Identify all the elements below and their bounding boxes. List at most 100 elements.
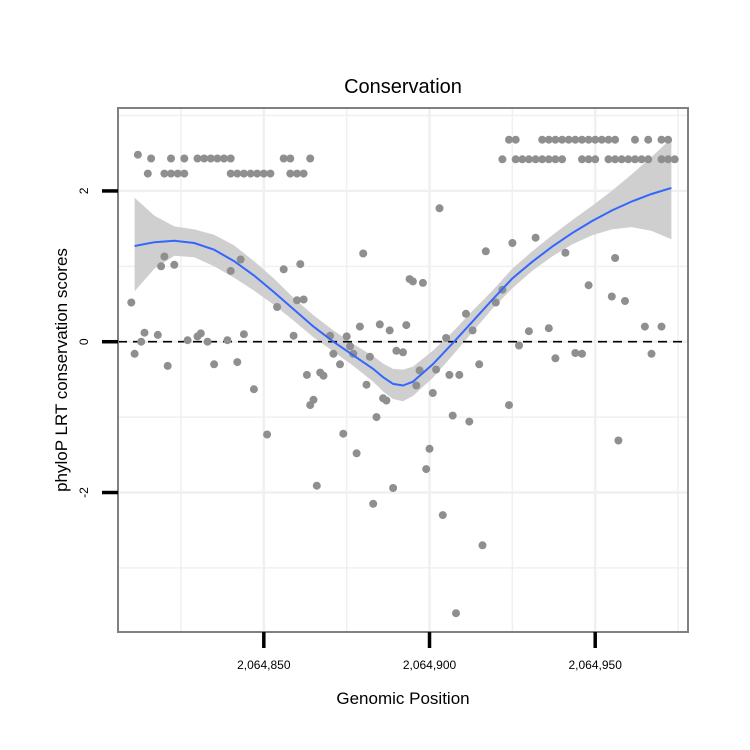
data-point xyxy=(279,265,288,274)
data-point xyxy=(465,417,474,426)
data-point xyxy=(296,260,305,269)
data-point xyxy=(389,484,398,492)
data-point xyxy=(183,336,192,345)
data-point xyxy=(611,254,620,262)
data-point xyxy=(266,169,275,178)
data-point xyxy=(147,154,156,163)
data-point xyxy=(355,322,364,331)
data-point xyxy=(604,155,613,164)
data-point xyxy=(133,150,142,159)
data-point xyxy=(382,396,391,405)
data-point xyxy=(505,401,513,410)
data-point xyxy=(481,247,490,256)
data-point xyxy=(631,155,639,164)
data-point xyxy=(352,449,361,458)
data-point xyxy=(621,297,629,305)
data-point xyxy=(418,278,427,287)
data-point xyxy=(359,249,368,258)
data-point xyxy=(435,204,444,213)
data-point xyxy=(140,328,149,337)
data-point xyxy=(286,154,295,163)
y-tick-label: 0 xyxy=(77,338,91,345)
data-point xyxy=(558,155,567,164)
data-point xyxy=(286,169,295,178)
data-point xyxy=(462,309,470,318)
data-point xyxy=(544,135,553,144)
data-point xyxy=(143,169,152,178)
data-point xyxy=(399,348,407,357)
data-point xyxy=(223,336,232,345)
data-point xyxy=(153,330,162,339)
data-point xyxy=(478,541,487,550)
data-point xyxy=(571,135,580,144)
data-point xyxy=(518,155,527,164)
data-point xyxy=(196,329,205,338)
data-point xyxy=(329,349,338,358)
data-point xyxy=(647,349,656,358)
data-point xyxy=(664,155,673,164)
data-point xyxy=(226,169,235,178)
x-tick-label: 2,064,950 xyxy=(569,658,623,672)
data-point xyxy=(657,155,666,164)
data-point xyxy=(239,169,248,178)
data-point xyxy=(299,169,308,178)
data-point xyxy=(309,395,318,404)
data-point xyxy=(442,334,451,342)
x-axis-label: Genomic Position xyxy=(336,689,469,708)
data-point xyxy=(226,154,235,163)
data-point xyxy=(163,361,172,370)
data-point xyxy=(524,327,533,336)
data-point xyxy=(538,155,547,164)
data-point xyxy=(289,331,298,340)
data-point xyxy=(273,303,282,311)
data-point xyxy=(342,332,351,341)
data-point xyxy=(233,358,242,367)
data-point xyxy=(210,360,219,369)
data-point xyxy=(425,444,434,453)
data-point xyxy=(239,330,248,339)
data-point xyxy=(561,248,570,257)
data-point xyxy=(591,155,600,164)
data-point xyxy=(511,135,520,144)
data-point xyxy=(193,154,202,163)
data-point xyxy=(611,155,620,164)
data-point xyxy=(299,295,308,304)
data-point xyxy=(170,260,179,269)
data-point xyxy=(375,320,384,329)
data-point xyxy=(259,169,268,178)
data-point xyxy=(336,360,344,369)
data-point xyxy=(422,465,431,474)
data-point xyxy=(236,255,245,264)
data-point xyxy=(127,298,136,307)
data-point xyxy=(249,385,258,394)
smooth-trend-line xyxy=(134,186,672,387)
y-tick-label: -2 xyxy=(77,487,91,498)
data-point xyxy=(640,322,649,331)
data-point xyxy=(157,262,166,271)
data-point xyxy=(578,135,586,144)
data-point xyxy=(607,292,616,301)
data-point xyxy=(614,436,623,445)
data-point xyxy=(233,169,242,178)
data-point xyxy=(346,342,354,351)
data-point xyxy=(511,155,520,164)
data-point xyxy=(226,266,235,275)
data-point xyxy=(531,155,540,164)
data-point xyxy=(339,429,348,438)
data-point xyxy=(369,499,378,508)
data-point xyxy=(631,135,639,144)
data-point xyxy=(408,277,417,286)
data-point xyxy=(415,366,424,375)
data-point xyxy=(167,154,175,163)
x-tick-label: 2,064,900 xyxy=(403,658,457,672)
data-point xyxy=(578,349,586,358)
data-point xyxy=(524,155,533,164)
data-point xyxy=(445,370,454,379)
data-point xyxy=(664,135,673,144)
data-point xyxy=(137,337,146,346)
data-point xyxy=(544,155,553,164)
data-point xyxy=(312,481,321,490)
data-point xyxy=(173,169,182,178)
data-point xyxy=(402,321,411,330)
